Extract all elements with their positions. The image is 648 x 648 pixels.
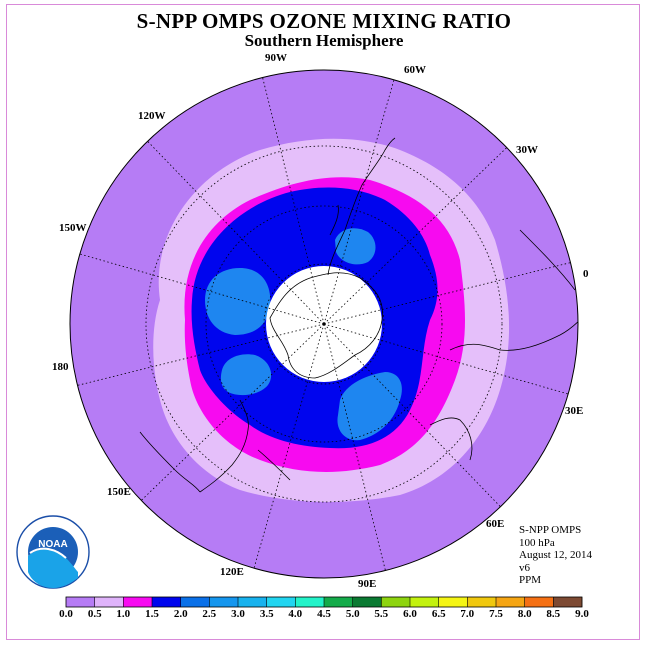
colorbar-segment: [266, 597, 296, 607]
map-border: [69, 69, 579, 579]
colorbar-tick-label: 2.5: [202, 608, 217, 620]
colorbar-segment: [152, 597, 181, 607]
colorbar-tick-label: 9.0: [575, 608, 589, 620]
colorbar-tick-label: 4.5: [317, 608, 331, 620]
colorbar-tick-label: 2.0: [173, 608, 188, 620]
lon-label-150e: 150E: [107, 486, 131, 498]
colorbar-tick-label: 6.0: [403, 608, 417, 620]
noaa-logo: NOAA: [16, 515, 90, 589]
latitude-circle: [263, 263, 385, 385]
colorbar-tick-label: 7.5: [489, 608, 503, 620]
map-subtitle: Southern Hemisphere: [244, 31, 404, 50]
colorbar-tick-label: 8.0: [517, 608, 532, 620]
map-title: S-NPP OMPS OZONE MIXING RATIO: [136, 9, 512, 33]
info-level: 100 hPa: [519, 536, 555, 549]
lon-label-120w: 120W: [138, 110, 166, 122]
lon-label-90e: 90E: [358, 578, 377, 590]
lon-label-60e: 60E: [486, 518, 505, 530]
plot-frame: [6, 4, 640, 640]
colorbar-segment: [123, 597, 153, 607]
colorbar-tick-label: 3.5: [259, 608, 274, 620]
field-2.0-2.5-south: [337, 372, 402, 441]
lon-label-90w: 90W: [265, 52, 287, 64]
info-instrument: S-NPP OMPS: [519, 524, 582, 536]
field-2.0-2.5-north: [335, 228, 376, 265]
noaa-logo-text: NOAA: [38, 539, 67, 550]
latitude-circle: [145, 145, 503, 503]
lon-label-150w: 150W: [59, 222, 87, 234]
colorbar-segment: [524, 597, 554, 607]
lon-label-120e: 120E: [220, 566, 244, 578]
colorbar-tick-label: 1.0: [116, 608, 131, 620]
colorbar-tick-label: 1.5: [145, 608, 159, 620]
colorbar-segment: [180, 597, 210, 607]
info-date: August 12, 2014: [519, 549, 593, 561]
colorbar-segment: [295, 597, 325, 607]
colorbar-segment: [66, 597, 95, 607]
colorbar-segment: [438, 597, 468, 607]
colorbar-segment: [496, 597, 525, 607]
colorbar-tick-label: 0.5: [87, 608, 102, 620]
info-units: PPM: [519, 574, 542, 586]
lon-label-60w: 60W: [404, 64, 426, 76]
colorbar-tick-label: 4.0: [288, 608, 303, 620]
lon-label-0: 0: [583, 268, 589, 280]
colorbar-segment: [467, 597, 497, 607]
info-version: v6: [519, 561, 530, 574]
colorbar-tick-label: 0.0: [59, 608, 73, 620]
lon-label-30e: 30E: [565, 405, 584, 417]
field-2.0-2.5-southwest: [220, 354, 272, 396]
colorbar-tick-label: 5.5: [374, 608, 389, 620]
coastlines: [139, 137, 578, 493]
colorbar-segment: [553, 597, 583, 607]
info-block: S-NPP OMPS 100 hPa August 12, 2014 v6 PP…: [519, 524, 592, 587]
colorbar-tick-label: 7.0: [460, 608, 475, 620]
colorbar-tick-label: 8.5: [546, 608, 561, 620]
colorbar-tick-label: 3.0: [231, 608, 245, 620]
colorbar-segment: [324, 597, 353, 607]
latitude-circle: [205, 205, 443, 443]
colorbar-segment: [352, 597, 382, 607]
colorbar-segment: [94, 597, 124, 607]
lon-label-30w: 30W: [516, 144, 538, 156]
colorbar-segment: [381, 597, 411, 607]
graticule: [77, 77, 571, 571]
colorbar-tick-label: 6.5: [431, 608, 446, 620]
south-pole-marker: [322, 322, 326, 326]
colorbar-tick-label: 5.0: [345, 608, 360, 620]
colorbar-segment: [238, 597, 267, 607]
colorbar-segment: [410, 597, 439, 607]
colorbar-segment: [209, 597, 239, 607]
lon-label-180: 180: [52, 361, 69, 373]
colorbar: [65, 596, 583, 608]
field-2.0-2.5-west: [205, 268, 271, 335]
